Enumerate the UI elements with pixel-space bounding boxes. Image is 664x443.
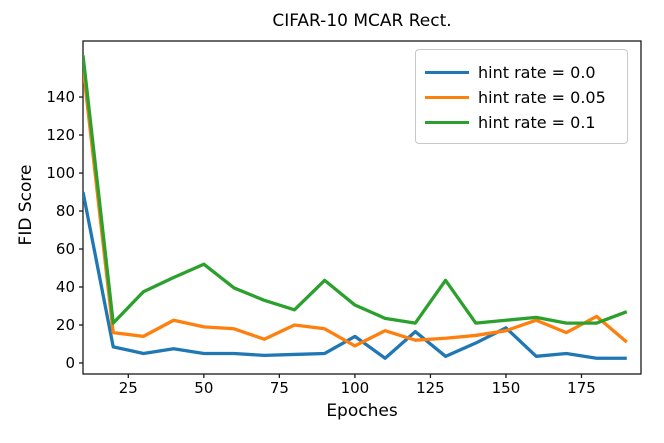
y-tick-label: 40: [56, 278, 75, 296]
legend-item: hint rate = 0.0: [416, 60, 627, 85]
x-tick-label: 100: [341, 379, 370, 397]
chart-title: CIFAR-10 MCAR Rect.: [272, 11, 452, 31]
y-axis-label: FID Score: [16, 164, 36, 246]
y-tick-label: 20: [56, 316, 75, 334]
legend-item: hint rate = 0.05: [416, 85, 627, 110]
y-tick-label: 60: [56, 240, 75, 258]
axes-spines: [82, 40, 642, 375]
legend-label: hint rate = 0.1: [478, 113, 596, 132]
legend-line-swatch: [425, 95, 469, 100]
x-tick-label: 50: [194, 379, 213, 397]
x-axis-label: Epoches: [326, 401, 398, 421]
y-tick-label: 140: [46, 88, 75, 106]
legend-label: hint rate = 0.05: [478, 88, 606, 107]
line-hint-rate-0.05: [83, 66, 628, 348]
y-tick-label: 0: [65, 354, 75, 372]
line-hint-rate-0.1: [83, 55, 628, 325]
line-hint-rate-0.0: [83, 191, 627, 360]
legend: hint rate = 0.0 hint rate = 0.05 hint rate…: [415, 49, 628, 144]
legend-label: hint rate = 0.0: [478, 63, 596, 82]
y-tick-label: 100: [46, 164, 75, 182]
y-tick-label: 120: [46, 126, 75, 144]
x-tick-label: 150: [492, 379, 521, 397]
x-tick-label: 125: [416, 379, 445, 397]
x-tick-label: 25: [119, 379, 138, 397]
legend-line-swatch: [425, 120, 469, 125]
x-tick-label: 175: [567, 379, 596, 397]
y-tick-label: 80: [56, 202, 75, 220]
legend-item: hint rate = 0.1: [416, 110, 627, 135]
x-tick-label: 75: [270, 379, 289, 397]
legend-line-swatch: [425, 70, 469, 75]
